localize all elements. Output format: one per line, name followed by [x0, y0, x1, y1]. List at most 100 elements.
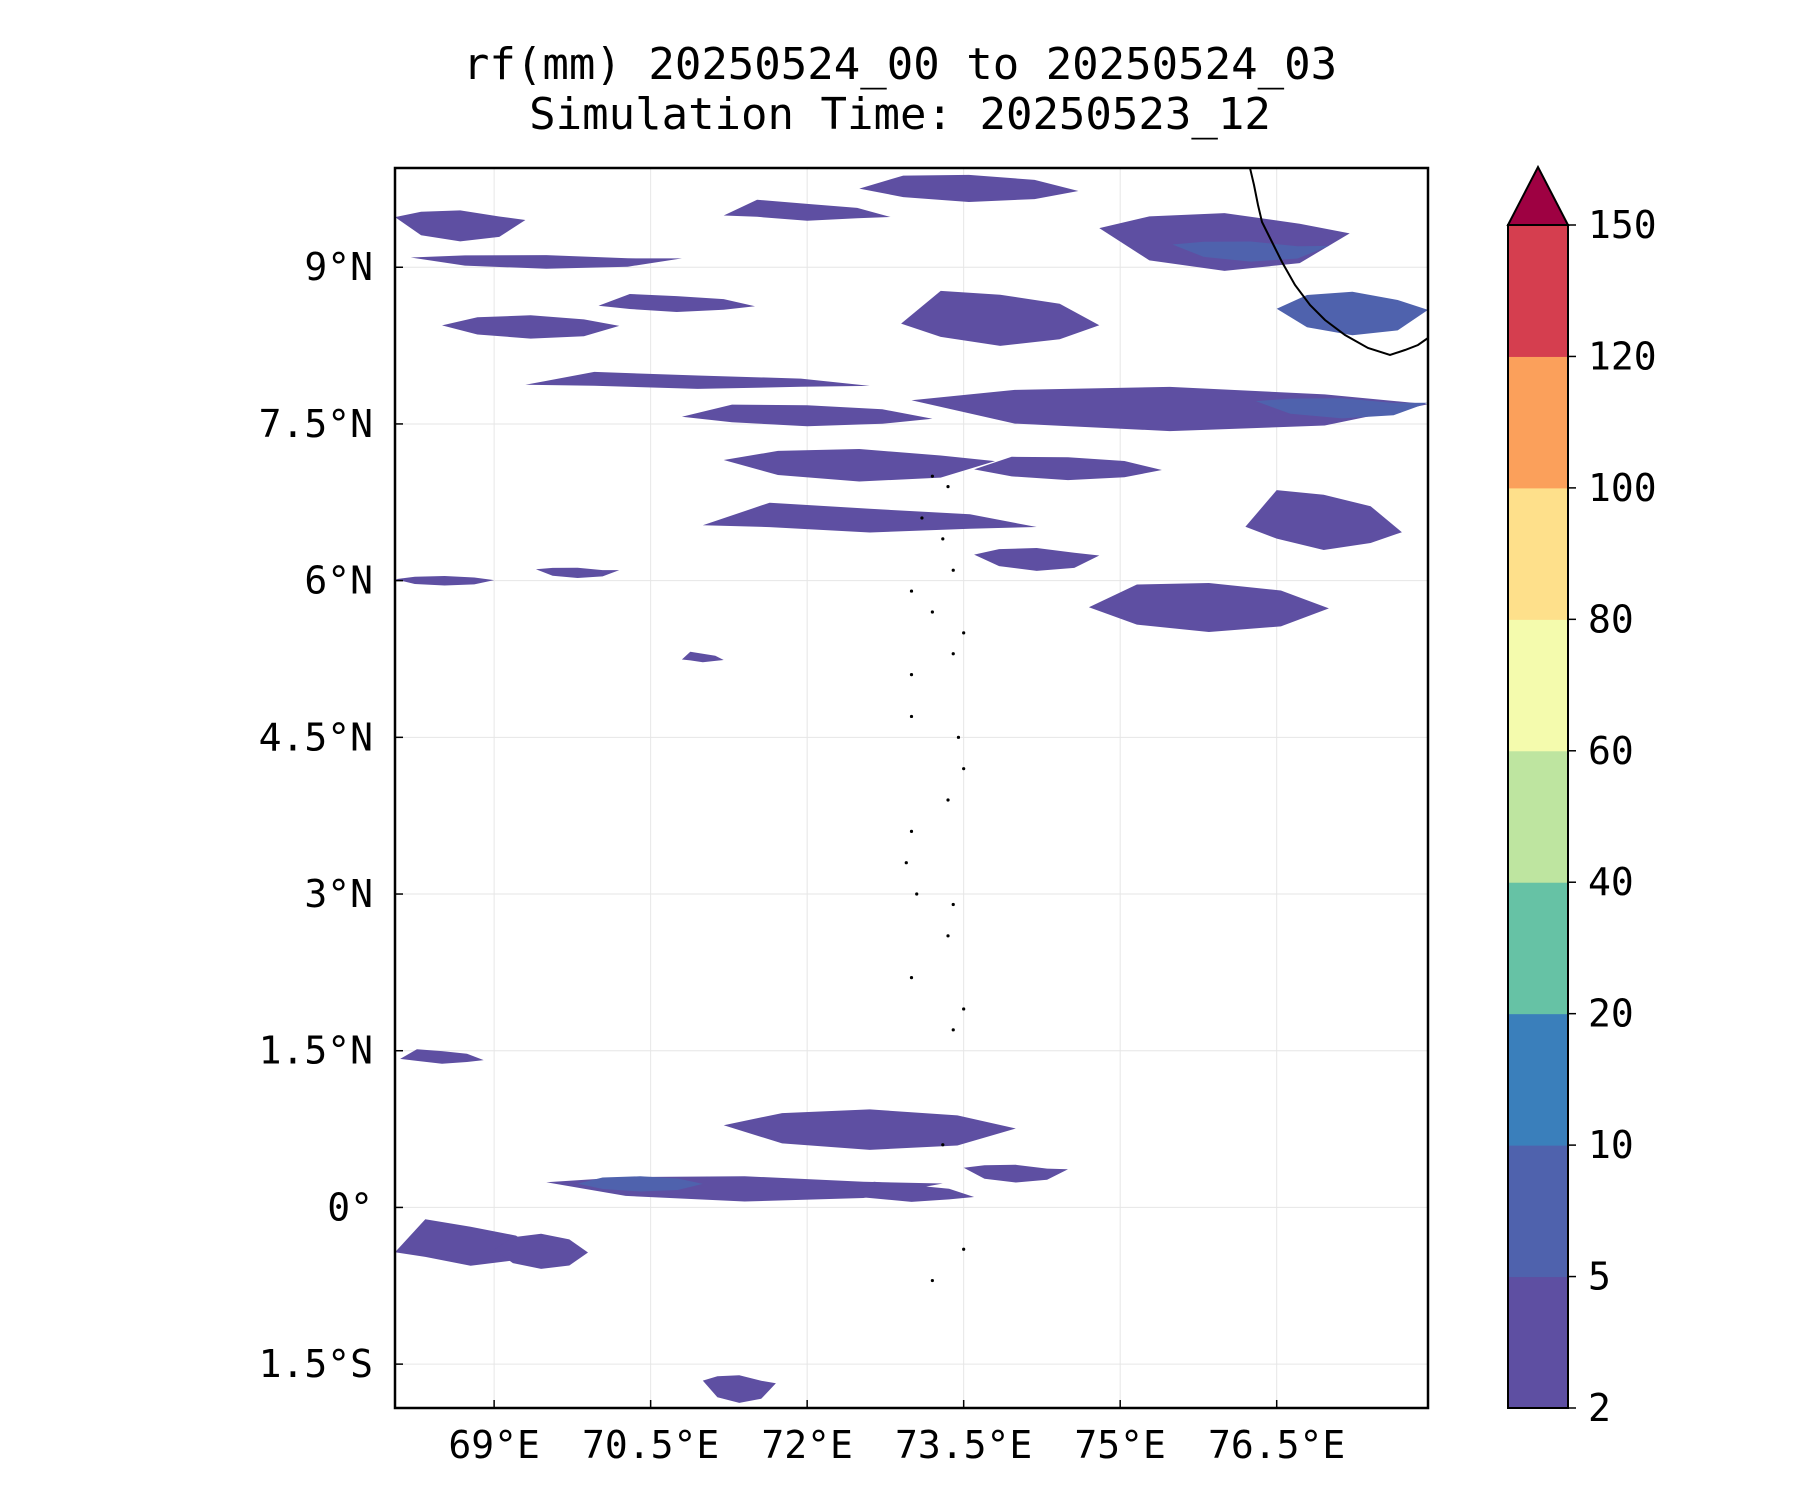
y-tick-label-5: 1.5°N [259, 1029, 373, 1073]
y-axis-ticks: 9°N 7.5°N 6°N 4.5°N 3°N 1.5°N 0° 1.5°S [259, 245, 403, 1386]
island-dot-7 [962, 631, 966, 635]
rain-area-4 [723, 199, 891, 221]
rain-area-10 [525, 371, 870, 389]
colorbar-label-5: 60 [1588, 729, 1634, 773]
colorbar-label-0: 2 [1588, 1386, 1611, 1430]
rain-area-31 [702, 1375, 776, 1403]
rain-area-8 [1276, 291, 1428, 336]
colorbar-segment-3 [1508, 882, 1568, 1015]
india-coastline [1249, 168, 1428, 357]
colorbar-frame [1507, 224, 1569, 1409]
y-tick-label-3: 4.5°N [259, 715, 373, 759]
x-axis-ticks: 69°E 70.5°E 72°E 73.5°E 75°E 76.5°E [448, 1400, 1345, 1467]
colorbar-segment-8 [1508, 225, 1568, 357]
coastline-and-islands [1249, 168, 1428, 357]
x-tick-label-1: 70.5°E [582, 1423, 719, 1467]
rain-area-12 [911, 386, 1428, 432]
colorbar-segment-5 [1508, 619, 1568, 752]
rain-area-0 [395, 210, 526, 242]
island-dot-0 [930, 474, 934, 478]
island-dot-15 [904, 861, 908, 865]
colorbar-segment-6 [1508, 487, 1568, 620]
x-tick-label-4: 75°E [1074, 1423, 1166, 1467]
rain-area-24 [723, 1109, 1016, 1150]
rainfall-contours [395, 174, 1428, 1403]
colorbar-extend-arrow [1506, 164, 1570, 226]
rain-area-5 [859, 174, 1079, 202]
island-dot-11 [956, 735, 961, 739]
y-tick-label-2: 6°N [304, 559, 373, 603]
rain-area-15 [974, 456, 1162, 481]
grid-lines [395, 168, 1428, 1408]
island-dot-8 [951, 652, 955, 656]
rain-area-21 [1088, 583, 1329, 632]
colorbar-label-2: 10 [1588, 1123, 1634, 1167]
y-tick-label-0: 9°N [304, 245, 373, 289]
y-tick-label-7: 1.5°S [259, 1342, 373, 1386]
rain-area-9 [901, 290, 1100, 346]
colorbar-label-1: 5 [1588, 1255, 1611, 1299]
chart-subtitle: Simulation Time: 20250523_12 [529, 89, 1271, 140]
island-dot-20 [962, 1007, 966, 1011]
rain-area-14 [723, 449, 995, 482]
island-dot-18 [946, 934, 950, 938]
rain-area-30 [494, 1233, 588, 1269]
rain-area-19 [535, 567, 620, 578]
rain-area-28 [848, 1181, 975, 1202]
island-dot-10 [909, 714, 914, 719]
island-dot-13 [946, 798, 950, 802]
colorbar-segment-4 [1508, 750, 1568, 883]
rain-area-7 [1172, 241, 1329, 262]
rain-area-1 [410, 255, 682, 269]
x-tick-label-5: 76.5°E [1208, 1423, 1345, 1467]
chart-title: rf(mm) 20250524_00 to 20250524_03 [462, 39, 1338, 90]
rain-area-25 [963, 1164, 1068, 1183]
colorbar-label-8: 120 [1588, 334, 1657, 378]
island-dot-9 [909, 673, 914, 677]
island-dot-14 [909, 829, 914, 833]
island-dot-6 [930, 610, 934, 614]
x-tick-label-0: 69°E [448, 1423, 540, 1467]
colorbar-segment-1 [1508, 1145, 1568, 1278]
rain-area-20 [974, 548, 1100, 571]
plot-frame [393, 166, 1430, 1410]
x-tick-label-2: 72°E [761, 1423, 853, 1467]
island-dot-3 [941, 537, 945, 541]
colorbar-segment-0 [1508, 1276, 1568, 1409]
island-dot-5 [909, 589, 914, 593]
island-dot-22 [941, 1143, 945, 1147]
rain-area-17 [1245, 490, 1402, 550]
island-dot-4 [951, 568, 955, 572]
island-dot-19 [909, 976, 914, 980]
rain-area-11 [681, 404, 933, 427]
rain-area-22 [681, 651, 724, 663]
colorbar-label-4: 40 [1588, 860, 1634, 904]
rain-area-3 [598, 294, 755, 312]
colorbar-label-6: 80 [1588, 597, 1634, 641]
rain-area-13 [1255, 398, 1428, 419]
island-dot-17 [951, 902, 955, 907]
x-tick-label-3: 73.5°E [895, 1423, 1032, 1467]
island-dot-16 [915, 892, 919, 896]
rain-area-2 [442, 315, 620, 339]
island-dot-12 [962, 767, 966, 771]
colorbar-segment-7 [1508, 356, 1568, 489]
island-dot-23 [962, 1247, 966, 1251]
rain-area-16 [702, 502, 1037, 533]
rain-area-23 [400, 1049, 484, 1064]
rain-area-18 [395, 576, 495, 586]
island-dot-21 [951, 1028, 955, 1032]
y-tick-label-6: 0° [327, 1185, 373, 1229]
island-dot-24 [930, 1278, 934, 1283]
island-dot-1 [946, 485, 950, 489]
colorbar-label-7: 100 [1588, 466, 1657, 510]
island-dots [904, 474, 966, 1283]
y-tick-label-4: 3°N [304, 872, 373, 916]
colorbar: 2 5 10 20 40 60 80 100 120 150 [1506, 164, 1657, 1430]
rain-area-27 [577, 1176, 703, 1192]
colorbar-segment-2 [1508, 1013, 1568, 1146]
colorbar-label-3: 20 [1588, 992, 1634, 1036]
colorbar-label-9: 150 [1588, 203, 1657, 247]
island-dot-2 [920, 516, 924, 520]
